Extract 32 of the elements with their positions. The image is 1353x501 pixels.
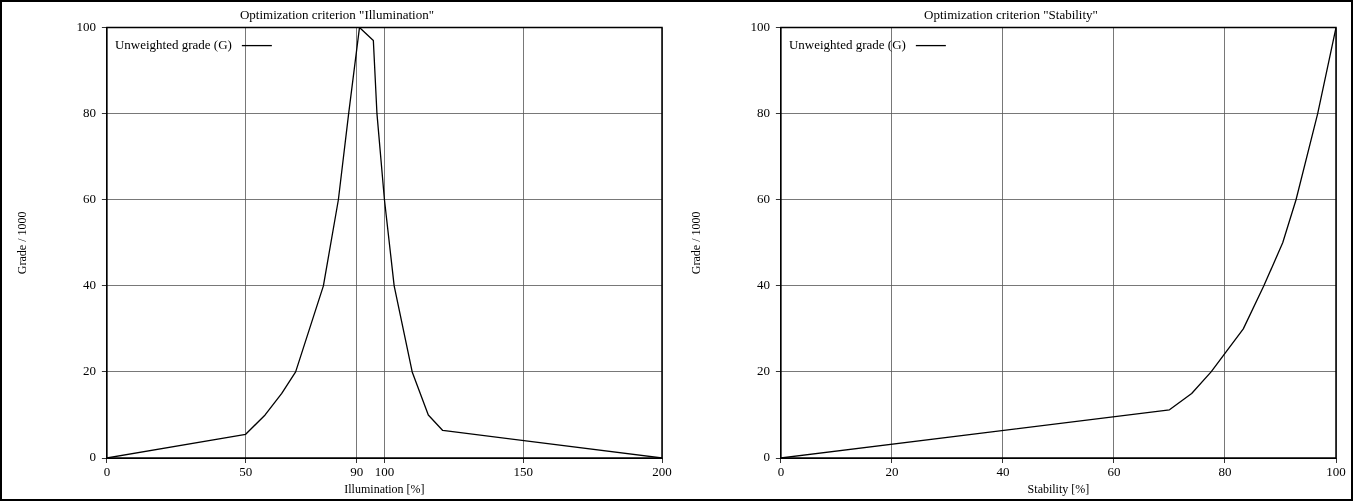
x-tick-label: 0	[777, 464, 785, 480]
y-tick-label: 40	[82, 277, 96, 293]
x-tick-label: 40	[996, 464, 1010, 480]
y-tick-label: 60	[756, 191, 770, 207]
x-tick-label: 100	[1326, 464, 1346, 480]
x-tick-label: 0	[103, 464, 111, 480]
y-tick-label: 80	[82, 105, 96, 121]
x-tick-label: 20	[885, 464, 899, 480]
x-tick-label: 100	[374, 464, 395, 480]
x-tick-label: 50	[239, 464, 253, 480]
y-axis-title: Grade / 1000	[689, 211, 704, 275]
legend-label: Unweighted grade (G)	[788, 37, 906, 53]
x-tick-label: 60	[1107, 464, 1121, 480]
y-tick-label: 100	[750, 19, 770, 35]
y-tick-label: 20	[756, 363, 770, 379]
chart-title: Optimization criterion "Stability"	[924, 7, 1098, 23]
y-tick-label: 0	[89, 449, 96, 465]
x-axis-title: Stability [%]	[1027, 481, 1090, 496]
y-tick-label: 40	[756, 277, 770, 293]
y-tick-label: 80	[756, 105, 770, 121]
x-tick-label: 150	[513, 464, 533, 480]
x-tick-label: 80	[1218, 464, 1232, 480]
y-tick-label: 20	[82, 363, 96, 379]
y-tick-label: 100	[76, 19, 96, 35]
x-axis-title: Illumination [%]	[344, 481, 425, 496]
y-axis-title: Grade / 1000	[15, 211, 30, 275]
x-tick-label: 200	[652, 464, 672, 480]
y-tick-label: 0	[763, 449, 770, 465]
x-tick-label: 90	[350, 464, 364, 480]
y-tick-label: 60	[82, 191, 96, 207]
chart-title: Optimization criterion "Illumination"	[239, 7, 435, 23]
legend-label: Unweighted grade (G)	[114, 37, 232, 53]
